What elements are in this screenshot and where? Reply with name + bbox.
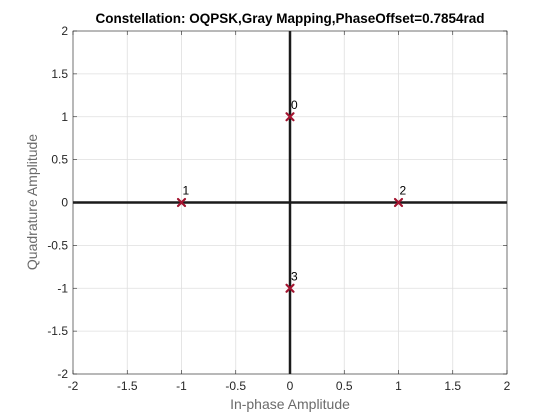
y-tick-label: -0.5	[47, 238, 68, 252]
x-tick-label: -0.5	[225, 379, 246, 393]
y-tick-label: 1	[61, 110, 68, 124]
y-tick-label: -1	[57, 281, 68, 295]
x-marker-stroke	[393, 197, 404, 208]
x-tick-label: 0.5	[336, 379, 353, 393]
y-axis-label: Quadrature Amplitude	[24, 134, 40, 270]
constellation-point-0: 0	[285, 98, 298, 122]
x-tick-label: -2	[68, 379, 79, 393]
axis-ticks: -2 -1.5 -1 -0.5 0 0.5 1 1.5 2 -2 -1.5 -1 -0.5 0 0.5 1 1.…	[47, 24, 510, 393]
x-tick-label: 2	[504, 379, 511, 393]
chart-title: Constellation: OQPSK,Gray Mapping,PhaseO…	[96, 11, 485, 26]
constellation-points: 0 1 2 3	[176, 98, 407, 293]
x-marker-stroke	[285, 112, 295, 122]
point-symbol-label: 2	[400, 184, 407, 198]
x-tick-label: 1	[395, 379, 402, 393]
constellation-point-1: 1	[176, 184, 190, 208]
y-tick-label: -2	[57, 367, 68, 381]
x-marker-stroke	[285, 283, 295, 293]
constellation-point-2: 2	[393, 184, 407, 208]
x-tick-label: -1	[176, 379, 187, 393]
constellation-point-3: 3	[285, 269, 298, 293]
y-tick-label: 0.5	[51, 153, 68, 167]
zero-axis-lines	[73, 31, 507, 374]
point-symbol-label: 1	[183, 184, 190, 198]
x-tick-label: -1.5	[117, 379, 138, 393]
y-tick-label: 2	[61, 24, 68, 38]
point-symbol-label: 0	[291, 98, 298, 112]
y-tick-label: 1.5	[51, 67, 68, 81]
x-tick-label: 1.5	[444, 379, 461, 393]
y-tick-label: 0	[61, 196, 68, 210]
x-axis-label: In-phase Amplitude	[230, 396, 350, 412]
x-tick-label: 0	[287, 379, 294, 393]
x-marker-stroke	[176, 197, 187, 208]
y-tick-label: -1.5	[47, 324, 68, 338]
point-symbol-label: 3	[291, 269, 298, 283]
